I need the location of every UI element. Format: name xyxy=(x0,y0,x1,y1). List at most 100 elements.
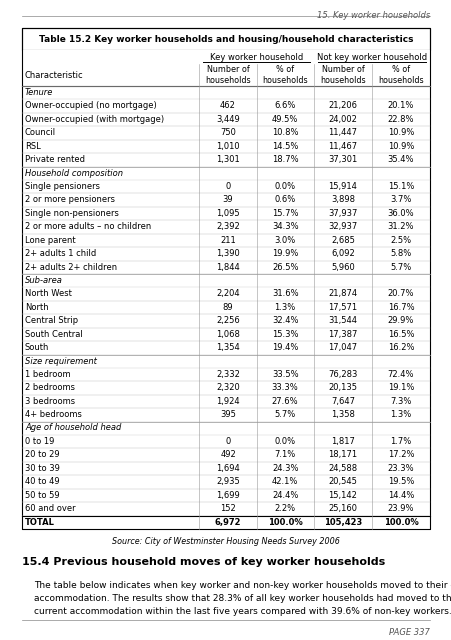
Text: 1,817: 1,817 xyxy=(330,436,354,445)
Text: 18.7%: 18.7% xyxy=(271,156,298,164)
Text: Household composition: Household composition xyxy=(25,168,123,177)
Text: 1,390: 1,390 xyxy=(216,249,239,259)
Text: 6,972: 6,972 xyxy=(214,518,241,527)
Text: Council: Council xyxy=(25,128,56,137)
Text: North West: North West xyxy=(25,289,72,298)
Bar xyxy=(22,287,429,301)
Text: current accommodation within the last five years compared with 39.6% of non-key : current accommodation within the last fi… xyxy=(34,607,451,616)
Text: 89: 89 xyxy=(222,303,233,312)
Text: 2,256: 2,256 xyxy=(216,316,239,325)
Text: Table 15.2 Key worker households and housing/household characteristics: Table 15.2 Key worker households and hou… xyxy=(39,35,412,44)
Text: 21,206: 21,206 xyxy=(328,101,357,110)
Text: 2 bedrooms: 2 bedrooms xyxy=(25,383,75,392)
Text: 750: 750 xyxy=(220,128,235,137)
Text: 1,358: 1,358 xyxy=(330,410,354,419)
Bar xyxy=(22,488,429,502)
Text: 6.6%: 6.6% xyxy=(274,101,295,110)
Bar xyxy=(22,355,429,367)
Text: Owner-occupied (with mortgage): Owner-occupied (with mortgage) xyxy=(25,115,164,124)
Text: 100.0%: 100.0% xyxy=(383,518,418,527)
Text: 492: 492 xyxy=(220,451,235,460)
Text: 2,392: 2,392 xyxy=(216,222,239,231)
Text: 2,685: 2,685 xyxy=(330,236,354,244)
Bar xyxy=(22,328,429,341)
Bar xyxy=(22,220,429,234)
Text: 42.1%: 42.1% xyxy=(272,477,298,486)
Text: 24,002: 24,002 xyxy=(328,115,357,124)
Bar xyxy=(22,179,429,193)
Text: 10.9%: 10.9% xyxy=(387,141,413,151)
Text: % of
households: % of households xyxy=(377,65,423,84)
Text: 20,545: 20,545 xyxy=(328,477,357,486)
Text: 1.3%: 1.3% xyxy=(390,410,411,419)
Text: accommodation. The results show that 28.3% of all key worker households had move: accommodation. The results show that 28.… xyxy=(34,594,451,603)
Text: 395: 395 xyxy=(220,410,235,419)
Text: 27.6%: 27.6% xyxy=(271,397,298,406)
Text: 26.5%: 26.5% xyxy=(272,263,298,272)
Text: 17,047: 17,047 xyxy=(327,343,357,352)
Text: RSL: RSL xyxy=(25,141,41,151)
Text: Lone parent: Lone parent xyxy=(25,236,75,244)
Bar xyxy=(22,153,429,166)
Text: 1,301: 1,301 xyxy=(216,156,239,164)
Text: 60 and over: 60 and over xyxy=(25,504,75,513)
Text: 211: 211 xyxy=(220,236,235,244)
Bar xyxy=(22,50,429,64)
Bar xyxy=(22,28,429,50)
Text: 20 to 29: 20 to 29 xyxy=(25,451,60,460)
Text: 15.3%: 15.3% xyxy=(272,330,298,339)
Text: 1,844: 1,844 xyxy=(216,263,239,272)
Text: South: South xyxy=(25,343,49,352)
Bar xyxy=(22,422,429,435)
Text: 17.2%: 17.2% xyxy=(387,451,414,460)
Text: 2 or more pensioners: 2 or more pensioners xyxy=(25,195,115,204)
Text: Size requirement: Size requirement xyxy=(25,356,97,365)
Text: 17,387: 17,387 xyxy=(327,330,357,339)
Bar xyxy=(22,502,429,515)
Text: 23.3%: 23.3% xyxy=(387,464,414,473)
Text: South Central: South Central xyxy=(25,330,83,339)
Text: 7.3%: 7.3% xyxy=(390,397,411,406)
Text: 32,937: 32,937 xyxy=(327,222,357,231)
Text: 7,647: 7,647 xyxy=(330,397,354,406)
Text: 31.2%: 31.2% xyxy=(387,222,414,231)
Text: 16.2%: 16.2% xyxy=(387,343,414,352)
Text: 5.7%: 5.7% xyxy=(390,263,411,272)
Text: 14.5%: 14.5% xyxy=(272,141,298,151)
Text: 15.1%: 15.1% xyxy=(387,182,413,191)
Text: 17,571: 17,571 xyxy=(327,303,357,312)
Bar xyxy=(22,28,429,529)
Text: 31,544: 31,544 xyxy=(328,316,357,325)
Text: Age of household head: Age of household head xyxy=(25,424,121,433)
Text: 2.5%: 2.5% xyxy=(390,236,411,244)
Text: 25,160: 25,160 xyxy=(328,504,357,513)
Text: 15. Key worker households: 15. Key worker households xyxy=(316,11,429,20)
Text: 24.4%: 24.4% xyxy=(272,491,298,500)
Text: 40 to 49: 40 to 49 xyxy=(25,477,60,486)
Text: 19.9%: 19.9% xyxy=(272,249,298,259)
Text: 33.3%: 33.3% xyxy=(271,383,298,392)
Bar xyxy=(22,515,429,529)
Text: 15.4 Previous household moves of key worker households: 15.4 Previous household moves of key wor… xyxy=(22,557,384,567)
Text: 0.0%: 0.0% xyxy=(274,436,295,445)
Text: 33.5%: 33.5% xyxy=(271,370,298,379)
Text: Not key worker household: Not key worker household xyxy=(316,52,426,61)
Text: 152: 152 xyxy=(220,504,235,513)
Bar xyxy=(22,475,429,488)
Text: North: North xyxy=(25,303,49,312)
Text: Single non-pensioners: Single non-pensioners xyxy=(25,209,119,218)
Text: 2+ adults 2+ children: 2+ adults 2+ children xyxy=(25,263,117,272)
Bar xyxy=(22,207,429,220)
Bar xyxy=(22,274,429,287)
Text: 0: 0 xyxy=(225,436,230,445)
Text: 1.3%: 1.3% xyxy=(274,303,295,312)
Text: 2.2%: 2.2% xyxy=(274,504,295,513)
Text: 2,332: 2,332 xyxy=(216,370,239,379)
Text: 5,960: 5,960 xyxy=(330,263,354,272)
Text: 16.5%: 16.5% xyxy=(387,330,414,339)
Text: 5.7%: 5.7% xyxy=(274,410,295,419)
Text: 1,068: 1,068 xyxy=(216,330,239,339)
Text: 18,171: 18,171 xyxy=(327,451,357,460)
Text: 22.8%: 22.8% xyxy=(387,115,414,124)
Text: 20.1%: 20.1% xyxy=(387,101,413,110)
